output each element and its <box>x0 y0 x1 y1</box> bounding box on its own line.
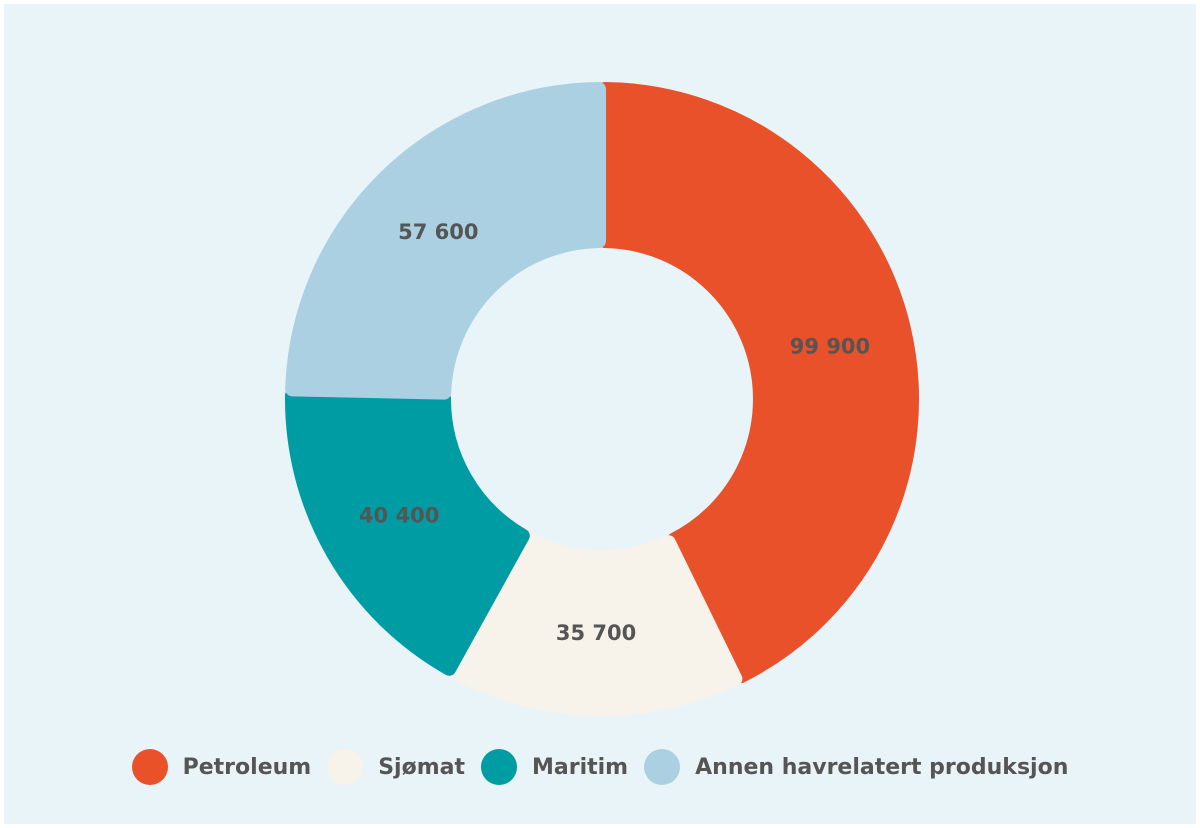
slice-value-label-petroleum: 99 900 <box>790 334 870 358</box>
legend-swatch <box>327 749 364 785</box>
legend-item-petroleum: Petroleum <box>131 749 312 785</box>
slice-annen-havrelatert-produksjon <box>285 82 606 400</box>
legend-swatch <box>644 749 681 785</box>
slice-sj-mat <box>447 531 743 716</box>
legend-item-annen-havrelatert-produksjon: Annen havrelatert produksjon <box>644 749 1068 785</box>
slice-petroleum <box>598 82 919 684</box>
slice-value-label-annen-havrelatert-produksjon: 57 600 <box>398 220 478 244</box>
donut-chart: 99 900 35 700 40 400 57 600 <box>285 82 919 716</box>
legend-swatch <box>131 749 168 785</box>
slice-maritim <box>285 388 530 676</box>
chart-background: 99 900 35 700 40 400 57 600 <box>4 4 1196 824</box>
legend-label: Maritim <box>532 754 629 780</box>
legend-label: Sjømat <box>378 754 465 780</box>
slice-value-label-sj-mat: 35 700 <box>556 621 636 645</box>
legend-swatch <box>481 749 517 785</box>
chart-legend: Petroleum Sjømat Maritim Annen havrelatert … <box>0 744 1200 790</box>
slice-value-label-maritim: 40 400 <box>359 504 439 528</box>
legend-item-sj-mat: Sjømat <box>327 749 465 785</box>
legend-label: Annen havrelatert produksjon <box>695 754 1069 780</box>
legend-label: Petroleum <box>182 754 312 780</box>
legend-item-maritim: Maritim <box>481 749 628 785</box>
